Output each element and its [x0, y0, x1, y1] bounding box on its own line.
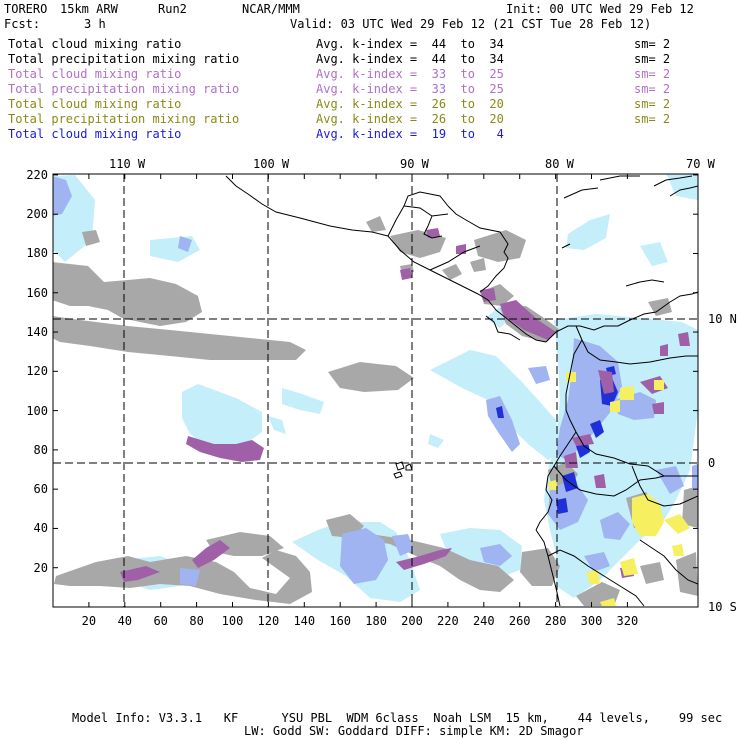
- grid-y-tick-label: 100: [26, 403, 48, 418]
- legend-smoothing: sm= 2: [634, 67, 671, 81]
- lat-lon-grid: [53, 174, 698, 607]
- org-label: NCAR/MMM: [242, 2, 300, 16]
- legend-kindex: Avg. k-index = 26 to 20: [316, 97, 504, 111]
- grid-x-tick-label: 120: [257, 614, 280, 628]
- mid-blue-cloud-areas: [53, 176, 698, 586]
- legend-smoothing: sm= 2: [634, 82, 671, 96]
- grid-y-tick-label: 180: [26, 246, 48, 261]
- grid-y-tick-label: 200: [26, 207, 48, 222]
- model-info: Model Info: V3.3.1 KF YSU PBL WDM 6class…: [72, 711, 723, 725]
- grid-x-tick-label: 260: [508, 614, 531, 628]
- grid-y-tick-label: 60: [33, 482, 48, 497]
- legend-field-name: Total cloud mixing ratio: [8, 67, 182, 81]
- legend-field-name: Total precipitation mixing ratio: [8, 52, 240, 66]
- lon-label: 80 W: [545, 157, 574, 171]
- legend-kindex: Avg. k-index = 26 to 20: [316, 112, 504, 126]
- grid-x-tick-label: 200: [401, 614, 423, 628]
- grid-y-tick-label: 120: [26, 364, 48, 379]
- grid-x-tick-label: 220: [437, 614, 459, 628]
- legend-kindex: Avg. k-index = 44 to 34: [316, 52, 504, 66]
- map-frame: [52, 173, 699, 608]
- lon-label: 90 W: [400, 157, 429, 171]
- legend-smoothing: sm= 2: [634, 37, 671, 51]
- lon-label: 110 W: [109, 157, 146, 171]
- lat-label: 10 S: [708, 600, 737, 614]
- legend-smoothing: sm= 2: [634, 112, 671, 126]
- legend-kindex: Avg. k-index = 33 to 25: [316, 67, 504, 81]
- grid-x-tick-label: 20: [81, 614, 97, 628]
- lat-label: 0: [708, 456, 716, 470]
- legend-smoothing: sm= 2: [634, 97, 671, 111]
- physics-info: LW: Godd SW: Goddard DIFF: simple KM: 2D…: [244, 724, 584, 738]
- grid-x-tick-label: 100: [221, 614, 244, 628]
- forecast-hours: 3 h: [84, 17, 106, 31]
- grid-x-tick-label: 80: [189, 614, 204, 628]
- legend-kindex: Avg. k-index = 33 to 25: [316, 82, 504, 96]
- grid-x-tick-label: 140: [293, 614, 316, 628]
- grid-x-tick-label: 40: [117, 614, 133, 628]
- lon-label: 70 W: [686, 157, 715, 171]
- grid-y-tick-label: 80: [33, 442, 48, 457]
- run-label: Run2: [158, 2, 187, 16]
- legend-kindex: Avg. k-index = 19 to 4: [316, 127, 504, 141]
- legend-field-name: Total precipitation mixing ratio: [8, 112, 240, 126]
- field-shading: [53, 174, 698, 606]
- axis-ticks: [53, 174, 698, 607]
- legend-kindex: Avg. k-index = 44 to 34: [316, 37, 504, 51]
- grid-x-tick-label: 240: [472, 614, 495, 628]
- legend-field-name: Total cloud mixing ratio: [8, 127, 182, 141]
- model-resolution: 15km ARW: [60, 2, 118, 16]
- grid-y-tick-label: 40: [33, 521, 48, 536]
- legend-field-name: Total cloud mixing ratio: [8, 37, 182, 51]
- lat-label: 10 N: [708, 312, 737, 326]
- grid-x-tick-label: 180: [365, 614, 387, 628]
- valid-time: Valid: 03 UTC Wed 29 Feb 12 (21 CST Tue …: [290, 17, 652, 31]
- grid-x-tick-label: 280: [544, 614, 567, 628]
- legend-field-name: Total precipitation mixing ratio: [8, 82, 240, 96]
- init-time: Init: 00 UTC Wed 29 Feb 12: [506, 2, 694, 16]
- coastlines: [225, 175, 698, 607]
- grid-x-tick-label: 300: [580, 614, 603, 628]
- legend-field-name: Total cloud mixing ratio: [8, 97, 182, 111]
- mid-k-index-cloud-areas: [120, 228, 690, 582]
- grid-y-tick-label: 20: [33, 560, 48, 575]
- grid-x-tick-label: 320: [616, 614, 639, 628]
- forecast-label: Fcst:: [4, 17, 41, 31]
- model-name: TORERO: [4, 2, 48, 16]
- grid-y-tick-label: 160: [26, 285, 48, 300]
- lon-label: 100 W: [253, 157, 290, 171]
- legend-smoothing: sm= 2: [634, 52, 671, 66]
- grid-x-tick-label: 60: [153, 614, 168, 628]
- grid-x-tick-label: 160: [329, 614, 352, 628]
- grid-y-tick-label: 220: [26, 167, 48, 182]
- grid-y-tick-label: 140: [26, 325, 48, 340]
- low-mid-k-index-areas: [548, 372, 690, 606]
